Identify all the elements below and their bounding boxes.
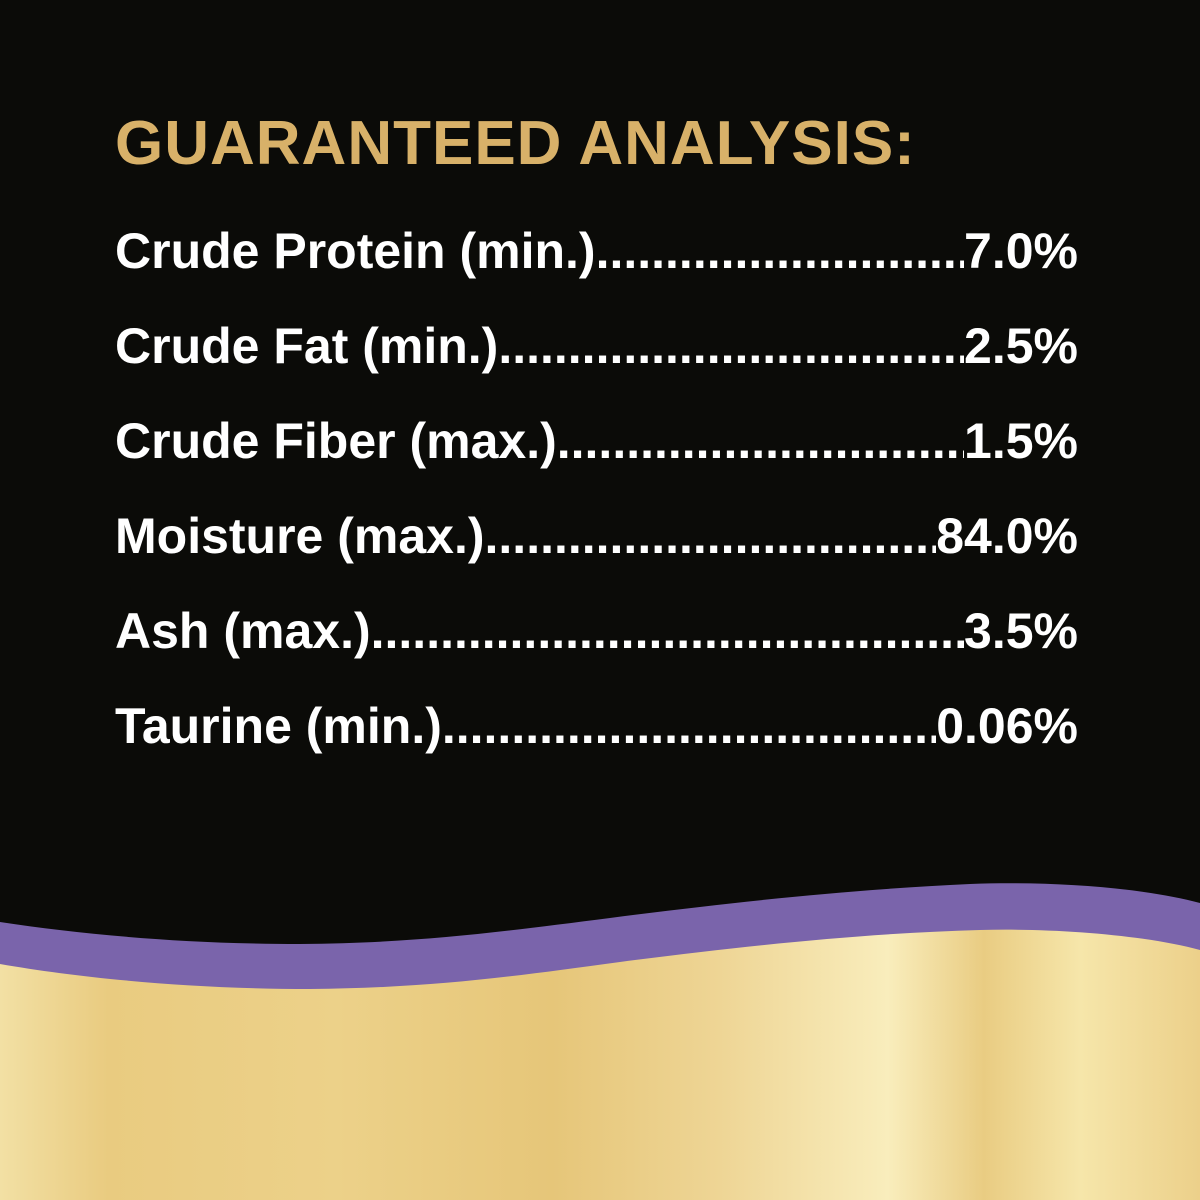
gold-wave xyxy=(0,929,1200,1200)
row-crude-fat: Crude Fat (min.) .......................… xyxy=(115,299,1078,394)
dot-leader: ........................................… xyxy=(556,413,964,469)
row-value: 7.0% xyxy=(964,223,1078,279)
dot-leader: ........................................… xyxy=(370,603,964,659)
dot-leader: ........................................… xyxy=(484,508,937,564)
row-crude-protein: Crude Protein (min.) ...................… xyxy=(115,204,1078,299)
row-value: 1.5% xyxy=(964,413,1078,469)
panel-title: GUARANTEED ANALYSIS: xyxy=(115,109,916,178)
row-value: 0.06% xyxy=(936,698,1078,754)
guaranteed-analysis-panel: GUARANTEED ANALYSIS: Crude Protein (min.… xyxy=(115,0,1078,774)
row-moisture: Moisture (max.) ........................… xyxy=(115,489,1078,584)
analysis-rows: Crude Protein (min.) ...................… xyxy=(115,204,1078,774)
row-label: Crude Fiber (max.) xyxy=(115,413,557,469)
row-label: Moisture (max.) xyxy=(115,508,485,564)
row-ash: Ash (max.) .............................… xyxy=(115,584,1078,679)
row-label: Taurine (min.) xyxy=(115,698,442,754)
row-value: 3.5% xyxy=(964,603,1078,659)
dot-leader: ........................................… xyxy=(595,223,964,279)
row-label: Crude Fat (min.) xyxy=(115,318,499,374)
row-label: Crude Protein (min.) xyxy=(115,223,596,279)
row-label: Ash (max.) xyxy=(115,603,371,659)
row-value: 84.0% xyxy=(936,508,1078,564)
row-value: 2.5% xyxy=(964,318,1078,374)
dot-leader: ........................................… xyxy=(498,318,964,374)
dot-leader: ........................................… xyxy=(441,698,936,754)
row-taurine: Taurine (min.) .........................… xyxy=(115,679,1078,774)
row-crude-fiber: Crude Fiber (max.) .....................… xyxy=(115,394,1078,489)
